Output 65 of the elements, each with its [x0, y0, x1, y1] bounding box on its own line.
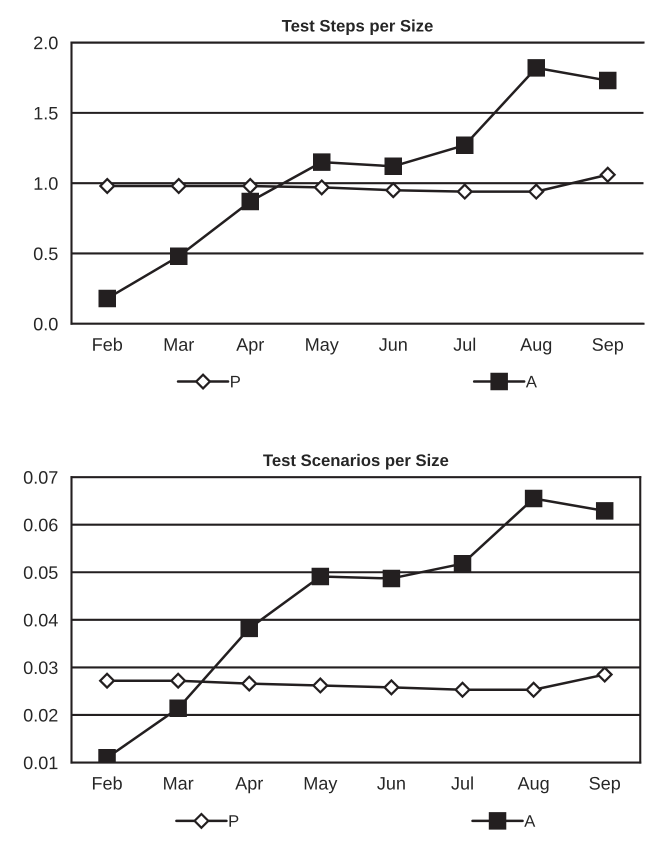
point [99, 178, 116, 194]
point [98, 290, 116, 308]
x-tick-label: Mar [164, 777, 194, 790]
point [242, 178, 258, 194]
x-tick-label: Aug [518, 777, 549, 794]
point [240, 620, 258, 638]
chart-title: Test Steps per Size [282, 19, 433, 35]
y-tick-label: 0.05 [24, 566, 58, 579]
point [383, 679, 400, 696]
point [242, 192, 259, 210]
point [528, 59, 545, 77]
point [170, 178, 187, 194]
point [385, 182, 402, 198]
point [596, 502, 614, 520]
point [170, 672, 186, 689]
y-tick-label: 0.02 [24, 708, 58, 722]
y-tick-label: 1.0 [34, 177, 58, 190]
point [170, 248, 188, 266]
x-tick-label: Apr [235, 777, 263, 794]
point [456, 136, 474, 154]
legend-label: A [524, 815, 536, 827]
point [454, 682, 470, 698]
legend-label: P [231, 376, 240, 388]
y-tick-label: 0.0 [34, 318, 58, 330]
y-tick-label: 0.5 [34, 247, 58, 260]
point [313, 153, 330, 171]
x-tick-label: Feb [93, 338, 122, 351]
x-tick-label: Jul [451, 776, 473, 790]
point [99, 672, 116, 689]
legend-label: A [526, 376, 537, 388]
point [241, 676, 258, 692]
point [454, 554, 472, 572]
chart-title: Test Scenarios per Size [263, 454, 448, 470]
y-tick-label: 0.03 [24, 661, 58, 674]
x-tick-label: Mar [164, 338, 194, 351]
point [528, 184, 544, 200]
legend-label: P [229, 815, 238, 827]
x-tick-label: Sep [592, 338, 624, 354]
x-tick-label: Sep [589, 776, 620, 794]
y-tick-label: 0.07 [24, 471, 58, 484]
point [312, 568, 330, 586]
point [382, 570, 400, 588]
x-tick-label: Apr [236, 338, 264, 354]
x-tick-label: Jun [378, 338, 407, 351]
x-tick-label: May [304, 777, 338, 794]
point [596, 666, 613, 683]
point [314, 179, 330, 196]
y-tick-label: 0.04 [24, 614, 58, 627]
point [312, 677, 328, 694]
point [599, 72, 616, 90]
point [456, 184, 473, 200]
x-tick-label: May [306, 338, 339, 354]
y-tick-label: 0.06 [24, 518, 58, 532]
point [600, 166, 616, 183]
y-tick-label: 2.0 [34, 36, 58, 50]
point [384, 158, 402, 176]
x-tick-label: Aug [520, 338, 552, 354]
y-tick-label: 0.01 [24, 756, 58, 770]
y-tick-label: 1.5 [34, 107, 58, 120]
x-tick-label: Jul [453, 338, 476, 351]
x-tick-label: Jun [377, 777, 405, 790]
x-tick-label: Feb [92, 776, 122, 790]
point [169, 700, 187, 718]
point [526, 682, 542, 698]
point [524, 490, 542, 508]
